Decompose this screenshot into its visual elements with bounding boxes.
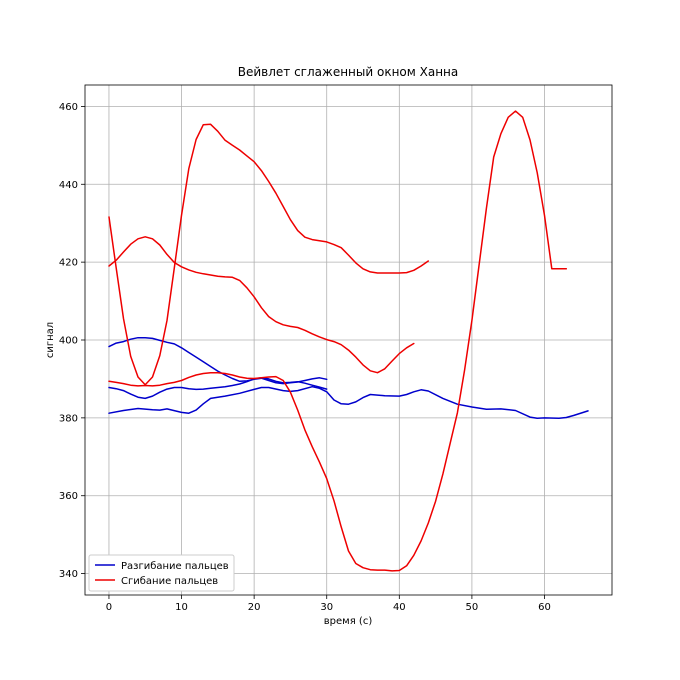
y-tick-label: 360 bbox=[59, 491, 78, 502]
plot-area bbox=[84, 84, 613, 596]
legend-label-extension: Разгибание пальцев bbox=[121, 561, 229, 572]
x-tick-label: 20 bbox=[248, 602, 261, 613]
y-tick-label: 340 bbox=[59, 569, 78, 580]
x-tick-label: 0 bbox=[106, 602, 112, 613]
legend-box bbox=[88, 554, 235, 592]
x-axis: 0 10 20 30 40 50 60 bbox=[106, 595, 551, 613]
grid bbox=[85, 85, 612, 595]
x-tick-label: 40 bbox=[393, 602, 406, 613]
y-tick-label: 460 bbox=[59, 102, 78, 113]
y-tick-label: 400 bbox=[59, 336, 78, 347]
x-tick-label: 10 bbox=[175, 602, 188, 613]
legend: Разгибание пальцев Сгибание пальцев bbox=[88, 554, 235, 592]
x-tick-label: 50 bbox=[466, 602, 479, 613]
series-line-3 bbox=[108, 385, 589, 420]
series-line-5 bbox=[108, 123, 430, 386]
y-tick-label: 380 bbox=[59, 413, 78, 424]
y-axis: 340 360 380 400 420 440 460 bbox=[59, 102, 85, 580]
series-line-6 bbox=[108, 110, 568, 572]
series-layer bbox=[108, 110, 589, 572]
series-line-4 bbox=[108, 236, 415, 374]
y-tick-label: 440 bbox=[59, 180, 78, 191]
y-axis-label: сигнал bbox=[45, 322, 56, 358]
y-tick-label: 420 bbox=[59, 258, 78, 269]
x-tick-label: 30 bbox=[320, 602, 333, 613]
x-axis-label: время (с) bbox=[324, 616, 373, 627]
legend-label-flexion: Сгибание пальцев bbox=[121, 576, 218, 587]
series-line-2 bbox=[108, 377, 328, 400]
x-tick-label: 60 bbox=[538, 602, 551, 613]
chart-title: Вейвлет сглаженный окном Ханна bbox=[238, 65, 459, 79]
